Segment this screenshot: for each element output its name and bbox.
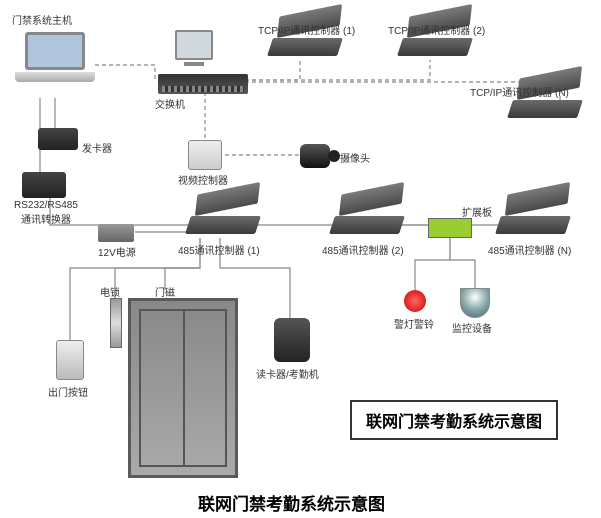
rs485-controller-n-label: 485通讯控制器 (N) <box>488 242 571 257</box>
lock-icon <box>110 298 122 348</box>
video-controller <box>188 140 222 170</box>
rs-converter-label: RS232/RS485 通讯转换器 <box>14 200 78 226</box>
tcp-controller-1-label: TCP/IP通讯控制器 (1) <box>258 22 355 37</box>
lock-label: 电锁 <box>100 284 120 299</box>
card-issuer <box>38 128 78 150</box>
psu-label: 12V电源 <box>98 244 136 259</box>
monitor-icon <box>175 30 213 60</box>
exit-button-label: 出门按钮 <box>48 384 88 399</box>
door <box>128 298 238 478</box>
laptop-icon <box>15 32 95 82</box>
alarm <box>404 290 426 312</box>
switch-icon <box>158 74 248 94</box>
dome-icon <box>460 288 490 318</box>
switch-device <box>158 74 248 94</box>
expand-board-label: 扩展板 <box>462 204 492 219</box>
rs485-controller-1 <box>188 216 258 234</box>
rs-converter <box>22 172 66 198</box>
tcp-controller-2 <box>400 38 470 56</box>
expand-board-icon <box>428 218 472 238</box>
camera-icon <box>300 144 330 168</box>
switch-monitor <box>175 30 213 66</box>
camera <box>300 144 330 168</box>
camera-label: 摄像头 <box>340 150 370 165</box>
rs485-controller-1-label: 485通讯控制器 (1) <box>178 242 260 257</box>
rs485-controller-2-label: 485通讯控制器 (2) <box>322 242 404 257</box>
video-controller-icon <box>188 140 222 170</box>
host-pc-label: 门禁系统主机 <box>12 12 72 27</box>
exit-button-icon <box>56 340 84 380</box>
tcp-controller-1 <box>270 38 340 56</box>
psu <box>98 224 134 242</box>
title-box: 联网门禁考勤系统示意图 <box>350 400 558 440</box>
door-sensor-label: 门磁 <box>155 284 175 299</box>
rs-converter-icon <box>22 172 66 198</box>
host-pc <box>15 32 95 82</box>
reader-label: 读卡器/考勤机 <box>256 366 319 381</box>
lock <box>110 298 122 348</box>
reader-icon <box>274 318 310 362</box>
alarm-label: 警灯警铃 <box>394 316 434 331</box>
psu-icon <box>98 224 134 242</box>
card-issuer-label: 发卡器 <box>82 140 112 155</box>
surveillance <box>460 288 490 318</box>
expand-board <box>428 218 472 238</box>
exit-button <box>56 340 84 380</box>
reader <box>274 318 310 362</box>
tcp-controller-2-label: TCP/IP通讯控制器 (2) <box>388 22 485 37</box>
card-issuer-icon <box>38 128 78 150</box>
door-icon <box>128 298 238 478</box>
surveillance-label: 监控设备 <box>452 320 492 335</box>
tcp-controller-n <box>510 100 580 118</box>
tcp-controller-n-label: TCP/IP通讯控制器 (N) <box>470 84 569 99</box>
video-controller-label: 视频控制器 <box>178 172 228 187</box>
rs485-controller-n <box>498 216 568 234</box>
switch-label: 交换机 <box>155 96 185 111</box>
bottom-title: 联网门禁考勤系统示意图 <box>198 490 385 515</box>
rs485-controller-2 <box>332 216 402 234</box>
alarm-icon <box>404 290 426 312</box>
